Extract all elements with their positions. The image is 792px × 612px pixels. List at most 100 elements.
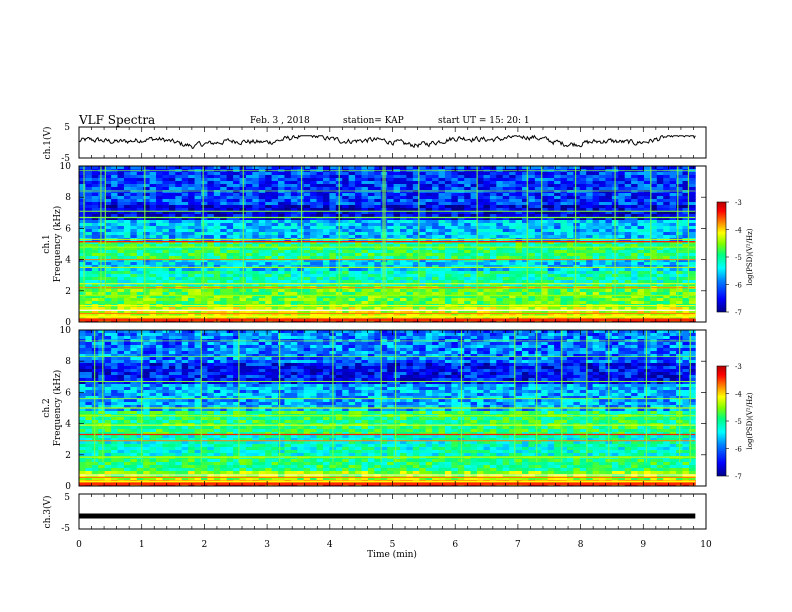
spectrogram-cell xyxy=(348,268,356,272)
spectrogram-cell xyxy=(412,181,420,185)
spectrogram-cell xyxy=(438,214,446,218)
spectrogram-cell xyxy=(419,178,427,182)
spectrogram-cell xyxy=(156,199,163,203)
spectrogram-cell xyxy=(496,220,504,224)
spectrogram-cell xyxy=(123,208,131,212)
spectrogram-cell xyxy=(149,232,157,236)
spectrogram-cell xyxy=(406,295,414,299)
spectrogram-cell xyxy=(412,280,420,284)
spectrogram-cell xyxy=(284,280,292,284)
spectrogram-cell xyxy=(656,208,664,212)
spectrogram-cell xyxy=(425,280,433,284)
spectrogram-cell xyxy=(560,190,568,194)
spectrogram-cell xyxy=(419,196,427,200)
spectrogram-cell xyxy=(592,229,600,233)
spectrogram-cell xyxy=(310,289,317,293)
spectrogram-cell xyxy=(207,265,215,269)
spectrogram-cell xyxy=(502,265,510,269)
spectrogram-cell xyxy=(284,298,292,302)
spectrogram-cell xyxy=(303,292,311,296)
spectrogram-cell xyxy=(168,166,176,170)
spectrogram-cell xyxy=(631,274,638,278)
spectrogram-cell xyxy=(374,166,382,170)
spectrogram-cell xyxy=(509,268,516,272)
spectrogram-cell xyxy=(676,181,683,185)
spectrogram-cell xyxy=(547,181,555,185)
spectrogram-cell xyxy=(682,229,690,233)
spectrogram-cell xyxy=(226,295,234,299)
spectrogram-cell xyxy=(631,223,638,227)
spectrogram-cell xyxy=(425,220,433,224)
spectrogram-cell xyxy=(85,217,93,221)
spectrogram-cell xyxy=(579,241,587,245)
spectrogram-cell xyxy=(586,241,594,245)
spectrogram-cell xyxy=(432,205,439,209)
spectrogram-cell xyxy=(618,178,626,182)
spectrogram-cell xyxy=(342,256,350,260)
spectrogram-cell xyxy=(586,250,594,254)
spectrogram-cell xyxy=(85,226,93,230)
spectrogram-cell xyxy=(284,313,292,317)
spectrogram-cell xyxy=(554,313,561,317)
spectrogram-cell xyxy=(618,214,626,218)
spectrogram-cell xyxy=(438,262,446,266)
spectrogram-cell xyxy=(406,247,414,251)
spectrogram-cell xyxy=(278,226,285,230)
spectrogram-cell xyxy=(310,223,317,227)
spectrogram-cell xyxy=(278,274,285,278)
spectrogram-cell xyxy=(496,232,504,236)
spectrogram-cell xyxy=(515,250,523,254)
spectrogram-cell xyxy=(573,289,581,293)
spectrogram-cell xyxy=(605,172,613,176)
spectrogram-cell xyxy=(579,223,587,227)
spectrogram-cell xyxy=(464,172,472,176)
spectrogram-cell xyxy=(554,181,561,185)
spectrogram-cell xyxy=(579,316,587,320)
spectrogram-cell xyxy=(348,247,356,251)
spectrogram-cell xyxy=(271,220,279,224)
spectrogram-cell xyxy=(252,313,260,317)
spectrogram-cell xyxy=(98,268,106,272)
spectrogram-cell xyxy=(528,241,536,245)
spectrogram-cell xyxy=(489,277,497,281)
spectrogram-cell xyxy=(252,208,260,212)
spectrogram-cell xyxy=(688,217,696,221)
spectrogram-cell xyxy=(188,211,195,215)
spectrogram-cell xyxy=(650,217,658,221)
spectrogram-cell xyxy=(91,268,99,272)
spectrogram-cell xyxy=(380,316,388,320)
spectrogram-cell xyxy=(528,280,536,284)
spectrogram-cell xyxy=(226,226,234,230)
spectrogram-cell xyxy=(528,226,536,230)
spectrogram-cell xyxy=(284,223,292,227)
spectrogram-cell xyxy=(104,220,112,224)
spectrogram-cell xyxy=(200,277,208,281)
spectrogram-cell xyxy=(290,214,298,218)
spectrogram-cell xyxy=(547,199,555,203)
spectrogram-cell xyxy=(181,178,189,182)
spectrogram-cell xyxy=(496,298,504,302)
spectrogram-cell xyxy=(586,214,594,218)
spectrogram-cell xyxy=(85,307,93,311)
spectrogram-cell xyxy=(554,202,561,206)
spectrogram-cell xyxy=(111,268,118,272)
spectrogram-cell xyxy=(188,196,195,200)
spectrogram-cell xyxy=(181,268,189,272)
spectrogram-cell xyxy=(605,193,613,197)
spectrogram-cell xyxy=(156,313,163,317)
spectrogram-cell xyxy=(438,220,446,224)
spectrogram-cell xyxy=(682,220,690,224)
spectrogram-cell xyxy=(252,283,260,287)
spectrogram-cell xyxy=(162,313,170,317)
spectrogram-cell xyxy=(618,289,626,293)
spectrogram-cell xyxy=(316,265,324,269)
spectrogram-cell xyxy=(348,265,356,269)
spectrogram-cell xyxy=(483,310,491,314)
spectrogram-cell xyxy=(271,280,279,284)
spectrogram-cell xyxy=(316,166,324,170)
spectrogram-cell xyxy=(104,223,112,227)
spectrogram-cell xyxy=(85,256,93,260)
spectrogram-cell xyxy=(412,274,420,278)
spectrogram-cell xyxy=(361,193,369,197)
spectrogram-cell xyxy=(419,316,427,320)
